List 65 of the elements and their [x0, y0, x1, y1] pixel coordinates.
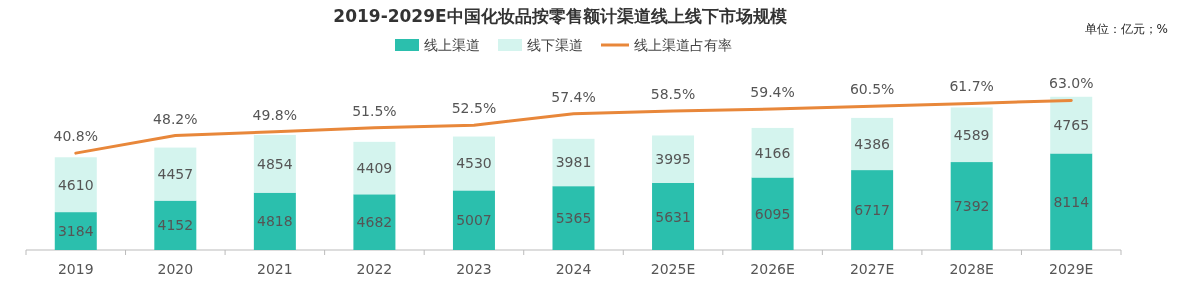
data-label: 4386 — [854, 135, 891, 152]
x-tick-label: 2024 — [555, 261, 592, 277]
data-label: 4457 — [157, 166, 194, 183]
data-label: 4682 — [356, 214, 393, 231]
bar — [154, 147, 197, 201]
data-label: 59.4% — [750, 83, 795, 100]
data-label: 4818 — [257, 213, 293, 230]
data-label: 4765 — [1053, 117, 1090, 134]
x-tick-label: 2019 — [57, 261, 94, 277]
data-label: 40.8% — [53, 128, 99, 145]
data-label: 4589 — [953, 126, 990, 143]
legend-label: 线上渠道 — [424, 37, 480, 53]
data-label: 63.0% — [1048, 75, 1094, 92]
data-label: 60.5% — [849, 81, 895, 98]
data-label: 4152 — [157, 217, 194, 234]
bar — [950, 107, 993, 163]
data-label: 3184 — [57, 223, 94, 240]
bar — [154, 200, 197, 250]
bar — [1050, 153, 1093, 250]
data-label: 4530 — [456, 155, 492, 172]
legend-label: 线上渠道占有率 — [634, 37, 732, 53]
data-label: 58.5% — [650, 86, 696, 103]
data-label: 49.8% — [252, 106, 298, 123]
data-label: 8114 — [1053, 193, 1090, 210]
data-label: 7392 — [953, 198, 990, 215]
text: 单位：亿元；% — [1084, 22, 1168, 36]
data-label: 57.4% — [551, 88, 596, 105]
data-label: 4854 — [257, 155, 293, 172]
data-label: 3995 — [655, 151, 691, 168]
x-tick-label: 2020 — [157, 261, 194, 277]
x-tick-label: 2023 — [456, 261, 492, 277]
data-label: 4409 — [356, 160, 393, 177]
x-tick-label: 2027E — [849, 261, 895, 277]
data-label: 61.7% — [949, 78, 994, 95]
bar — [353, 194, 396, 250]
data-label: 5631 — [655, 208, 691, 225]
x-tick-label: 2029E — [1048, 261, 1094, 277]
x-tick-label: 2022 — [356, 261, 393, 277]
bar — [652, 183, 695, 250]
bar — [54, 157, 97, 213]
data-label: 3981 — [555, 154, 592, 171]
x-tick-label: 2021 — [257, 261, 293, 277]
data-label: 6095 — [754, 205, 791, 222]
bar — [552, 186, 595, 250]
bar — [652, 135, 695, 184]
chart-title: 2019-2029E中国化妆品按零售额计渠道线上线下市场规模 — [333, 6, 787, 26]
data-label: 51.5% — [352, 102, 397, 119]
legend-label: 线下渠道 — [527, 37, 583, 53]
x-tick-label: 2025E — [650, 261, 696, 277]
data-label: 4610 — [57, 176, 94, 193]
x-tick-label: 2026E — [750, 261, 795, 277]
x-tick-label: 2028E — [949, 261, 994, 277]
data-label: 5007 — [456, 212, 492, 229]
data-label: 4166 — [754, 144, 791, 161]
bar — [452, 190, 495, 250]
data-label: 48.2% — [153, 110, 198, 127]
bar — [950, 162, 993, 250]
bar — [751, 177, 794, 250]
bar — [253, 134, 296, 193]
data-label: 6717 — [854, 202, 890, 219]
bar — [253, 192, 296, 250]
bar — [851, 170, 894, 250]
data-label: 52.5% — [451, 100, 497, 117]
data-label: 5365 — [555, 210, 592, 227]
bar — [851, 117, 894, 171]
